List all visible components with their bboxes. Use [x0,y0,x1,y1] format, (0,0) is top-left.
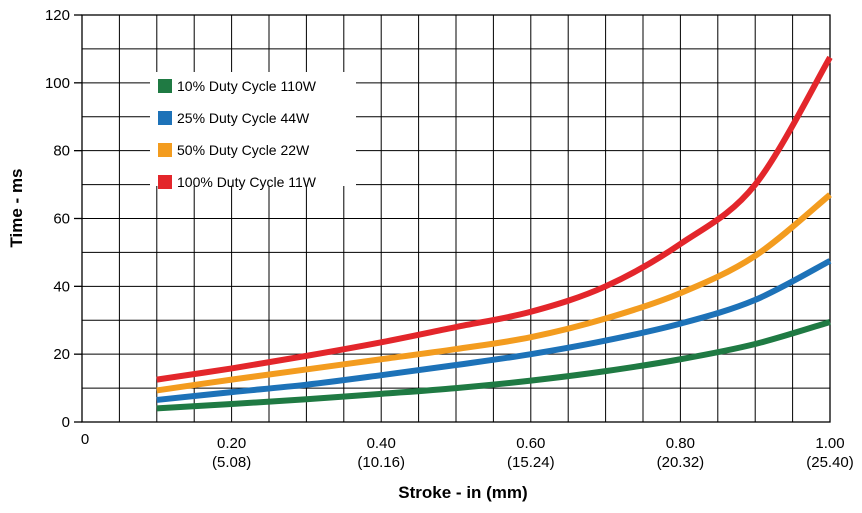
legend-label: 10% Duty Cycle 110W [177,78,317,94]
legend-label: 100% Duty Cycle 11W [177,174,317,190]
y-tick-label: 80 [53,143,70,160]
x-tick-label: 0.40 [367,435,396,452]
legend-swatch [158,111,172,125]
y-tick-label: 120 [45,7,70,24]
legend-swatch [158,143,172,157]
y-tick-label: 0 [62,414,70,431]
legend: 10% Duty Cycle 110W 25% Duty Cycle 44W 50%… [150,72,356,190]
x-tick-sublabel: (5.08) [212,454,251,471]
series-line-3 [156,192,832,394]
x-tick-label: 1.00 [815,435,844,452]
x-tick-label: 0.20 [217,435,246,452]
x-tick-label: 0 [81,431,89,448]
x-tick-sublabel: (10.16) [357,454,405,471]
legend-label: 25% Duty Cycle 44W [177,110,310,126]
legend-background [150,72,356,186]
x-tick-label: 0.80 [666,435,695,452]
y-tick-label: 100 [45,75,70,92]
legend-label: 50% Duty Cycle 22W [177,142,310,158]
series-line-2 [156,258,832,403]
x-axis-title: Stroke - in (mm) [398,483,527,502]
legend-swatch [158,79,172,93]
x-tick-sublabel: (15.24) [507,454,555,471]
series-line-1 [156,319,831,412]
y-tick-label: 60 [53,211,70,228]
series-line-4 [156,55,833,383]
y-tick-label: 20 [53,346,70,363]
x-tick-sublabel: (25.40) [806,454,854,471]
legend-swatch [158,175,172,189]
y-tick-label: 40 [53,278,70,295]
series-lines [156,55,833,412]
axes: 0 20 40 60 80 100 120 0 0.20 (5.08) 0.40 (10.16) 0.6… [45,7,854,471]
x-tick-sublabel: (20.32) [657,454,705,471]
x-tick-label: 0.60 [516,435,545,452]
y-axis-title: Time - ms [7,168,26,247]
